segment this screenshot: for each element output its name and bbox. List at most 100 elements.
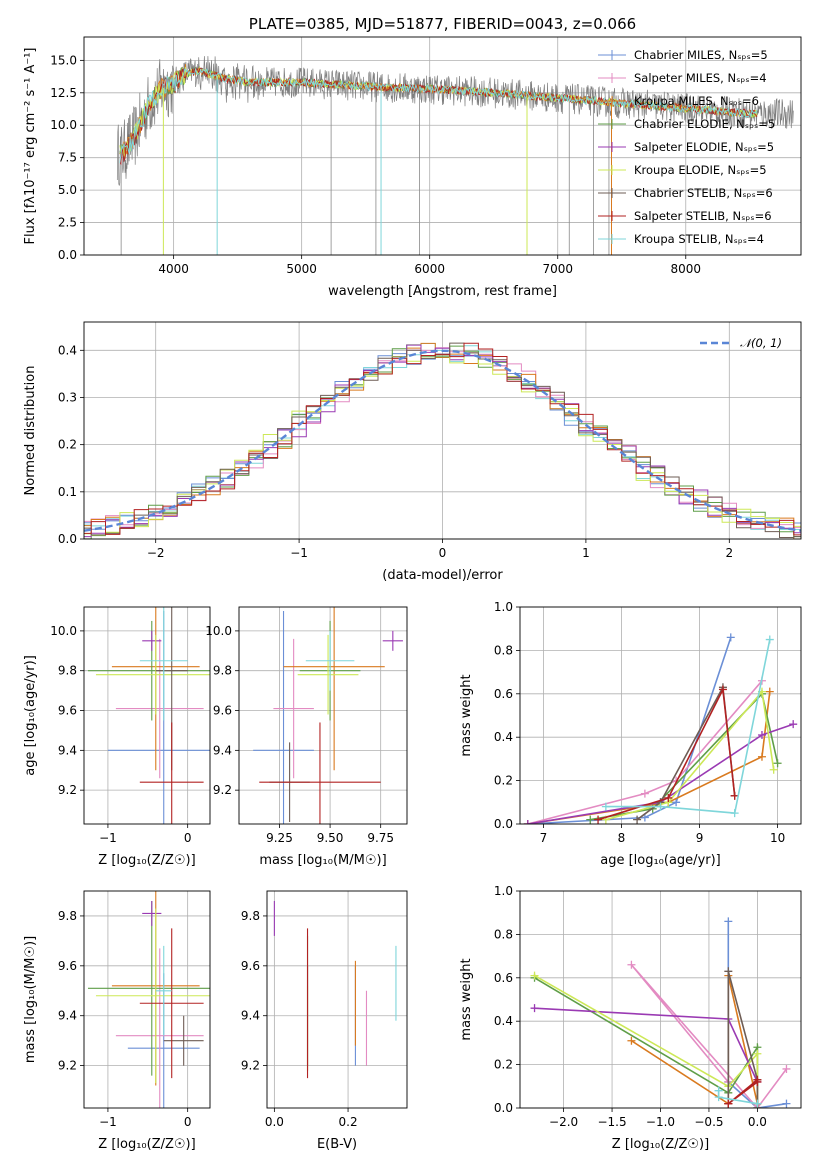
axes-frame <box>83 321 802 540</box>
mass-weight-marker <box>757 752 766 761</box>
mass-weight-marker <box>753 1099 762 1108</box>
grid <box>84 891 210 1108</box>
error-bar-point <box>283 607 385 771</box>
legend-label: Kroupa ELODIE, Nₛₚₛ=5 <box>634 163 767 177</box>
error-bar-point <box>142 630 162 651</box>
mass-weight-marker <box>724 917 733 926</box>
axes-frame <box>83 36 802 256</box>
mass-weight-series <box>601 635 774 818</box>
mass-weight-marker <box>769 765 778 774</box>
error-bar-point <box>115 948 204 1108</box>
ticks: 0.0 0.2 9.2 9.4 9.6 9.8 <box>241 909 358 1129</box>
mass-weight-line <box>605 639 771 814</box>
plot-area <box>523 633 798 824</box>
ticks: −2.0 −1.5 −1.0 −0.5 0.0 0.0 0.2 0.4 0.6 0.8 1.0 <box>494 884 767 1129</box>
x-tick-label: 0.0 <box>748 1115 767 1129</box>
ticks: −1 0 9.2 9.4 9.6 9.8 10.0 <box>50 624 191 845</box>
mass-weight-line <box>527 723 794 824</box>
residual-histogram-line <box>84 342 801 536</box>
x-tick-label: 4000 <box>158 262 189 276</box>
mass-weight-marker <box>530 971 539 980</box>
axes-frame <box>238 606 408 825</box>
error-bar-point <box>142 900 162 926</box>
y-tick-label: 0.0 <box>494 1101 513 1115</box>
y-tick-label: 1.0 <box>494 884 513 898</box>
x-tick-label: 0 <box>184 1115 192 1129</box>
y-tick-label: 0.8 <box>494 643 513 657</box>
y-tick-label: 0.8 <box>494 927 513 941</box>
panel-mass-vs-ebv: 0.0 0.2 9.2 9.4 9.6 9.8 E(B-V) <box>241 890 408 1152</box>
x-axis-label: Z [log₁₀(Z/Z☉)] <box>612 1137 709 1152</box>
mass-weight-marker <box>753 1049 762 1058</box>
x-tick-label: 8000 <box>670 262 701 276</box>
mass-weight-marker <box>753 1075 762 1084</box>
legend-label: Kroupa STELIB, Nₛₚₛ=4 <box>634 232 764 246</box>
mass-weight-series <box>523 720 798 824</box>
error-bar-point <box>139 722 204 824</box>
x-axis-label: Z [log₁₀(Z/Z☉)] <box>98 853 195 868</box>
legend-label: Chabrier MILES, Nₛₚₛ=5 <box>634 48 768 62</box>
y-tick-label: 9.8 <box>241 909 260 923</box>
legend-label: Salpeter ELODIE, Nₛₚₛ=5 <box>634 140 774 154</box>
error-bar-point <box>139 928 204 1079</box>
legend-label: Kroupa MILES, Nₛₚₛ=6 <box>634 94 759 108</box>
y-tick-label: 9.4 <box>241 1009 260 1023</box>
y-tick-label: 0.4 <box>494 730 513 744</box>
mass-weight-marker <box>672 798 681 807</box>
y-tick-label: 9.2 <box>241 1059 260 1073</box>
x-tick-label: 9.50 <box>317 831 344 845</box>
y-tick-label: 9.4 <box>213 743 232 757</box>
y-tick-label: 0.2 <box>58 438 77 452</box>
mass-weight-line <box>527 680 763 824</box>
ticks: −2 −1 0 1 2 0.0 0.1 0.2 0.3 0.4 <box>58 343 733 560</box>
mass-weight-marker <box>594 815 603 824</box>
mass-weight-marker <box>782 1064 791 1073</box>
mass-weight-marker <box>714 1093 723 1102</box>
x-tick-label: 6000 <box>414 262 445 276</box>
y-axis-label: mass weight <box>459 958 474 1040</box>
y-tick-label: 0.3 <box>58 390 77 404</box>
y-tick-label: 0.2 <box>494 1058 513 1072</box>
legend-label: Chabrier STELIB, Nₛₚₛ=6 <box>634 186 773 200</box>
mass-weight-marker <box>523 820 532 824</box>
legend-label: Salpeter STELIB, Nₛₚₛ=6 <box>634 209 772 223</box>
x-tick-label: 10 <box>770 831 785 845</box>
mass-weight-line <box>534 1007 759 1108</box>
y-tick-label: 0.6 <box>494 971 513 985</box>
x-axis-label: wavelength [Angstrom, rest frame] <box>328 284 557 299</box>
x-tick-label: 0.0 <box>265 1115 284 1129</box>
error-bar-point <box>139 607 188 721</box>
y-tick-label: 9.6 <box>241 959 260 973</box>
plot-area <box>84 342 801 539</box>
x-tick-label: 5000 <box>286 262 317 276</box>
x-tick-label: 1 <box>582 546 590 560</box>
y-axis-label: Normed distribution <box>23 366 38 496</box>
x-tick-label: 9.75 <box>367 831 394 845</box>
mass-weight-series <box>633 683 739 824</box>
mass-weight-marker <box>730 809 739 818</box>
mass-weight-line <box>727 971 759 1108</box>
panel-residuals: −2 −1 0 1 2 0.0 0.1 0.2 0.3 0.4 (data-model)/error… <box>23 321 802 583</box>
grid <box>267 891 407 1108</box>
x-axis-label: age [log₁₀(age/yr)] <box>600 853 721 868</box>
mass-weight-marker <box>730 791 739 800</box>
mass-weight-marker <box>724 1099 733 1108</box>
x-tick-label: −0.5 <box>694 1115 723 1129</box>
x-tick-label: 0 <box>184 831 192 845</box>
x-tick-label: 7000 <box>542 262 573 276</box>
error-bar-point <box>305 630 355 691</box>
y-tick-label: 5.0 <box>58 183 77 197</box>
y-tick-label: 9.4 <box>58 1009 77 1023</box>
mass-weight-marker <box>789 720 798 729</box>
y-tick-label: 9.8 <box>213 664 232 678</box>
y-axis-label: mass weight <box>459 674 474 756</box>
mass-weight-series <box>586 689 782 824</box>
gaussian-reference-line <box>84 349 801 532</box>
mass-weight-series <box>530 1004 762 1108</box>
axes-frame <box>266 890 408 1109</box>
y-tick-label: 0.4 <box>58 343 77 357</box>
mass-weight-marker <box>718 685 727 694</box>
x-tick-label: 8 <box>618 831 626 845</box>
mass-weight-series <box>523 633 735 824</box>
